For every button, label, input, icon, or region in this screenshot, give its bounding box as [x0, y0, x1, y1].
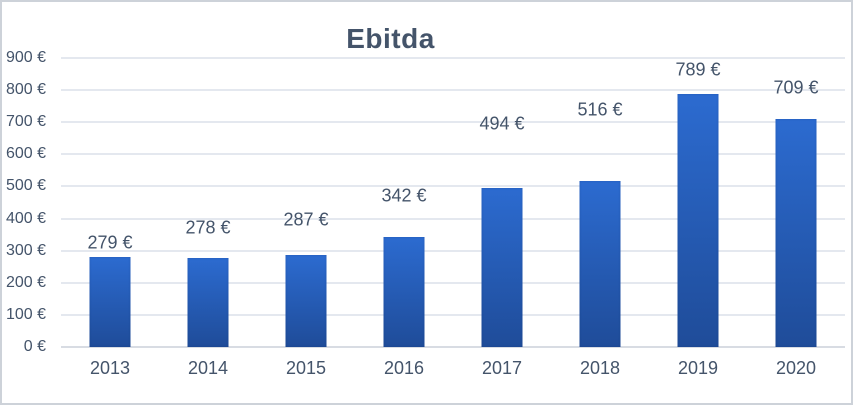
- gridline: [61, 217, 845, 220]
- y-tick-label: 700 €: [5, 113, 46, 131]
- x-tick-label-2013: 2013: [89, 358, 131, 378]
- gridline: [61, 281, 845, 284]
- bar-slot: [649, 58, 747, 347]
- gridline: [61, 121, 845, 124]
- x-tick-label-2020: 2020: [775, 358, 817, 378]
- bar-2013: [89, 257, 131, 347]
- x-tick-label-2015: 2015: [285, 358, 327, 378]
- bar-slot: [159, 58, 257, 347]
- bar-2020: [775, 119, 817, 347]
- bar-slot: [453, 58, 551, 347]
- x-axis-line: [61, 346, 845, 348]
- bar-slot: [551, 58, 649, 347]
- y-tick-label: 500 €: [5, 177, 46, 195]
- x-tick-label-2016: 2016: [383, 358, 425, 378]
- bar-slot: [355, 58, 453, 347]
- chart-title: Ebitda: [346, 23, 435, 54]
- y-tick-label: 300 €: [5, 241, 46, 259]
- y-axis: 900 € 800 € 700 € 600 € 500 € 400 € 300 € 200 €…: [2, 49, 46, 355]
- x-tick-label-2017: 2017: [481, 358, 523, 378]
- bar-slot: [747, 58, 845, 347]
- gridline: [61, 89, 845, 92]
- bar-slot: [61, 58, 159, 347]
- x-axis: 2013 2014 2015 2016 2017 2018 2019 2020: [61, 347, 845, 391]
- y-tick-label: 400 €: [5, 209, 46, 227]
- gridline: [61, 57, 845, 59]
- y-tick-label: 800 €: [5, 81, 46, 99]
- x-tick-label-2018: 2018: [579, 358, 621, 378]
- y-tick-label: 200 €: [5, 273, 46, 291]
- y-tick-label: 600 €: [5, 145, 46, 163]
- y-tick-label: 900 €: [5, 49, 46, 66]
- gridline: [61, 185, 845, 188]
- y-tick-label: 0 €: [23, 338, 46, 355]
- bar-2015: [285, 254, 327, 347]
- bar-2016: [383, 237, 425, 347]
- gridline: [61, 153, 845, 156]
- bar-2014: [187, 257, 229, 347]
- x-tick-label-2019: 2019: [677, 358, 719, 378]
- bar-2017: [481, 188, 523, 347]
- gridline: [61, 249, 845, 252]
- plot-area: 279 €278 €287 €342 €494 €516 €789 €709 €: [61, 57, 845, 348]
- x-tick-label-2014: 2014: [187, 358, 229, 378]
- bar-2018: [579, 181, 621, 347]
- y-tick-label: 100 €: [5, 305, 46, 323]
- bar-slot: [257, 58, 355, 347]
- bars-row: [61, 58, 845, 347]
- gridline: [61, 313, 845, 316]
- bar-2019: [677, 93, 719, 347]
